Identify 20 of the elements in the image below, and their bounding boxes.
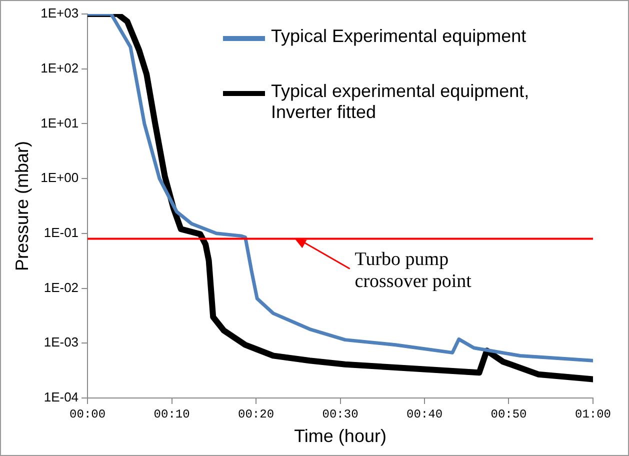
x-tick-label: 00:30 [322,407,358,422]
y-tick-label: 1E+00 [40,170,79,186]
y-tick-label: 1E+02 [40,60,79,76]
y-tick-label: 1E-02 [44,280,79,295]
x-tick-label: 01:00 [574,407,612,422]
y-tick-label: 1E-04 [44,390,79,405]
y-axis-title: Pressure (mbar) [12,140,32,272]
legend-label: Typical experimental equipment, Inverter fitted [271,81,530,123]
x-tick-label: 00:50 [490,407,527,422]
y-tick-label: 1E-01 [44,225,79,240]
x-tick-label: 00:40 [406,407,443,422]
y-tick-label: 1E-03 [44,334,79,350]
x-tick-label: 00:10 [154,407,190,422]
x-axis-title: Time (hour) [294,426,386,446]
x-tick-label: 00:20 [238,407,274,422]
x-tick-label: 00:00 [70,407,106,422]
legend-label: Typical Experimental equipment [271,26,528,47]
y-tick-label: 1E+03 [40,6,79,21]
y-tick-label: 1E+01 [40,115,79,130]
annotation: Turbo pump crossover point [354,248,472,293]
